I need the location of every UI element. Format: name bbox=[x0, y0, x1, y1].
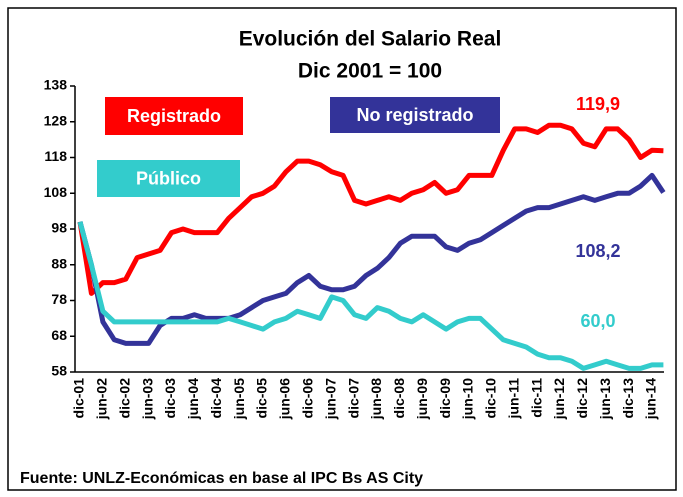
x-tick-label: dic-03 bbox=[162, 378, 178, 419]
legend-box bbox=[97, 160, 240, 197]
chart-subtitle: Dic 2001 = 100 bbox=[298, 60, 442, 83]
y-tick-label: 58 bbox=[51, 363, 67, 379]
x-tick-label: dic-04 bbox=[208, 378, 224, 419]
y-tick-label: 98 bbox=[51, 220, 67, 236]
y-tick-label: 78 bbox=[51, 291, 67, 307]
footnote: Fuente: UNLZ-Económicas en base al IPC B… bbox=[20, 470, 423, 487]
legend-label: No registrado bbox=[356, 105, 473, 125]
x-tick-label: dic-08 bbox=[391, 378, 407, 419]
legend-box bbox=[330, 97, 500, 133]
x-tick-label: jun-08 bbox=[368, 378, 384, 420]
x-tick-label: dic-09 bbox=[437, 378, 453, 419]
x-tick-label: dic-10 bbox=[483, 378, 499, 419]
x-tick-label: jun-06 bbox=[277, 378, 293, 420]
y-tick-label: 88 bbox=[51, 255, 67, 271]
series-line bbox=[77, 221, 664, 371]
y-tick-label: 68 bbox=[51, 327, 67, 343]
x-tick-label: jun-07 bbox=[322, 378, 338, 420]
x-tick-label: jun-12 bbox=[551, 378, 567, 420]
x-tick-label: jun-10 bbox=[460, 378, 476, 420]
x-tick-label: dic-12 bbox=[574, 378, 590, 419]
x-tick-label: dic-05 bbox=[254, 378, 270, 419]
y-tick-label: 128 bbox=[44, 112, 68, 128]
legend-label: Registrado bbox=[127, 106, 221, 126]
x-tick-label: jun-11 bbox=[505, 378, 521, 420]
end-label: 119,9 bbox=[576, 94, 620, 114]
legend-box bbox=[105, 97, 243, 135]
x-tick-label: jun-03 bbox=[139, 378, 155, 420]
x-tick-label: dic-13 bbox=[620, 378, 636, 419]
y-tick-label: 138 bbox=[44, 77, 68, 93]
x-tick-label: jun-13 bbox=[597, 378, 613, 420]
x-tick-label: dic-11 bbox=[528, 378, 544, 418]
x-tick-label: dic-07 bbox=[345, 378, 361, 419]
end-label: 108,2 bbox=[575, 241, 620, 261]
x-tick-label: jun-02 bbox=[94, 378, 110, 420]
x-tick-label: jun-14 bbox=[643, 378, 659, 420]
x-tick-label: dic-02 bbox=[116, 378, 132, 419]
x-tick-label: dic-06 bbox=[300, 378, 316, 419]
x-tick-label: jun-04 bbox=[185, 378, 201, 420]
chart-frame bbox=[7, 7, 677, 491]
end-label: 60,0 bbox=[580, 311, 615, 331]
legend-label: Público bbox=[136, 168, 201, 188]
x-tick-label: jun-09 bbox=[414, 378, 430, 420]
x-tick-label: dic-01 bbox=[71, 378, 87, 419]
chart-title: Evolución del Salario Real bbox=[239, 28, 502, 51]
x-tick-label: jun-05 bbox=[231, 378, 247, 420]
series-line bbox=[77, 172, 666, 346]
y-tick-label: 118 bbox=[44, 148, 67, 164]
series-line bbox=[77, 122, 664, 296]
y-tick-label: 108 bbox=[44, 184, 68, 200]
